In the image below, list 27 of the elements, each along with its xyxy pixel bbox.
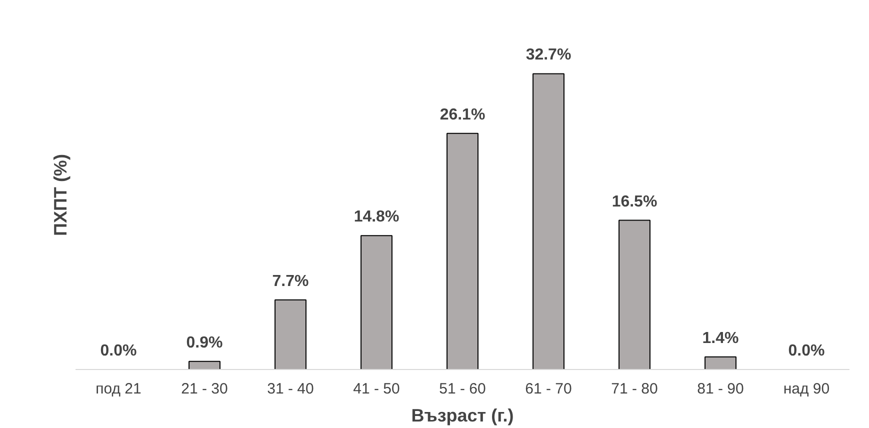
x-tick-label: под 21	[96, 380, 142, 398]
bar	[360, 235, 392, 370]
bar	[188, 360, 220, 370]
bar	[446, 132, 478, 370]
x-tick-label: 21 - 30	[181, 380, 228, 398]
data-label: 0.9%	[186, 334, 223, 352]
x-tick-label: 41 - 50	[353, 380, 400, 398]
x-axis-title: Възраст (г.)	[411, 406, 514, 426]
data-label: 14.8%	[354, 208, 400, 226]
data-label: 1.4%	[702, 330, 739, 347]
x-tick-label: 61 - 70	[525, 380, 572, 398]
bar	[704, 356, 736, 370]
data-label: 0.0%	[100, 342, 137, 360]
bar	[274, 299, 306, 370]
data-label: 7.7%	[272, 272, 309, 290]
y-axis-title: ПХПТ (%)	[50, 154, 70, 236]
bar	[532, 73, 564, 370]
data-label: 26.1%	[440, 106, 486, 124]
x-tick-label: 81 - 90	[697, 380, 744, 398]
data-label: 32.7%	[526, 46, 572, 64]
x-tick-label: 71 - 80	[611, 380, 658, 398]
x-tick-label: над 90	[783, 380, 830, 398]
bar	[618, 220, 650, 370]
data-label: 0.0%	[788, 342, 825, 360]
x-tick-label: 31 - 40	[267, 380, 314, 398]
x-tick-label: 51 - 60	[439, 380, 486, 398]
data-label: 16.5%	[612, 193, 658, 210]
